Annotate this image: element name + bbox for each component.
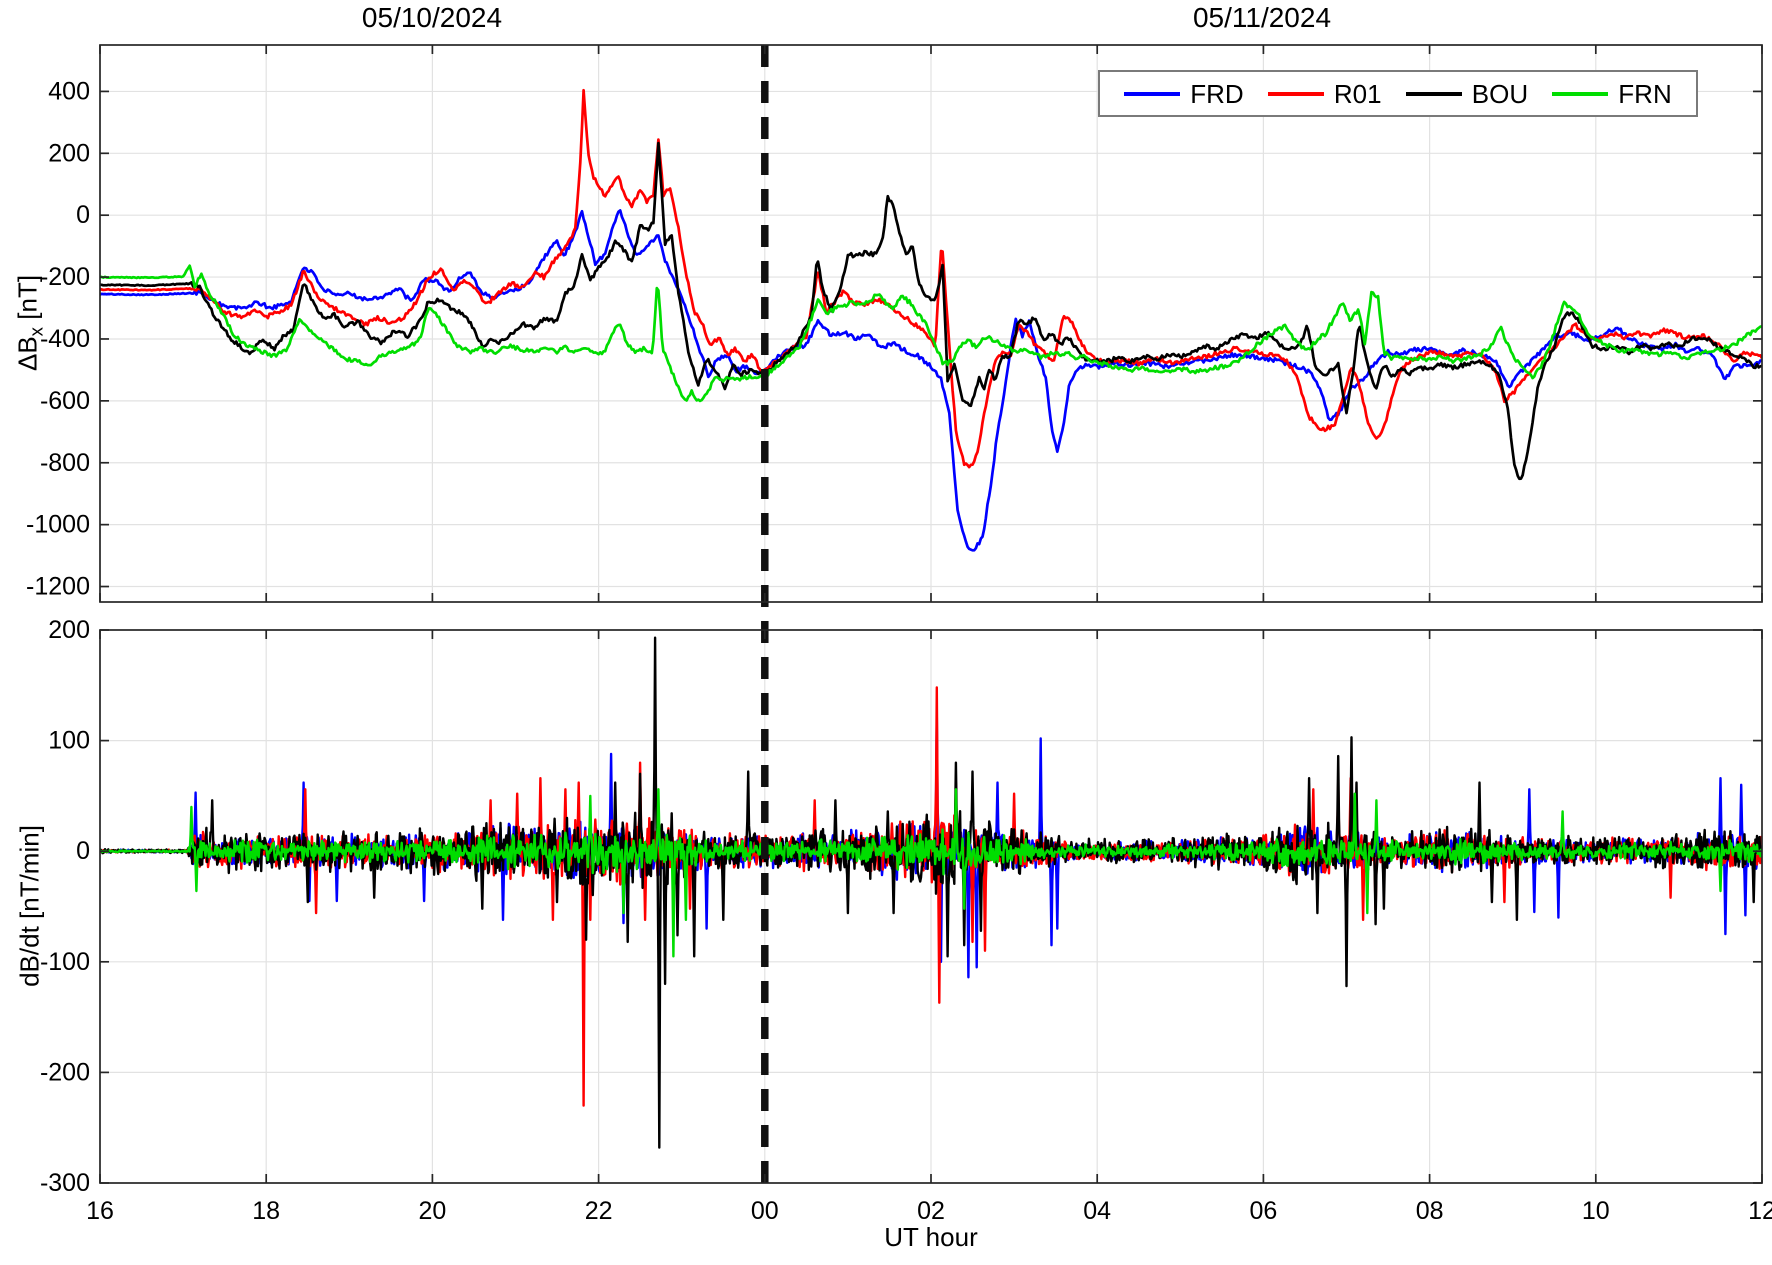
- legend-box: FRD R01 BOU FRN: [1098, 70, 1698, 117]
- y-tick-label-dbx--1000: -1000: [26, 511, 90, 539]
- legend-label-R01: R01: [1333, 78, 1382, 109]
- x-tick-label-10: 10: [1582, 1197, 1610, 1225]
- y-axis-label-dbx: ΔBx [nT]: [12, 275, 47, 371]
- ylabel-dbx-suffix: [nT]: [12, 274, 43, 327]
- x-tick-label-08: 08: [1416, 1197, 1444, 1225]
- x-axis-label: UT hour: [884, 1222, 978, 1252]
- x-tick-label-02: 02: [917, 1197, 945, 1225]
- gridlines: [99, 45, 1763, 1184]
- date-label-right: 05/11/2024: [1192, 2, 1332, 33]
- x-tick-label-20: 20: [418, 1197, 446, 1225]
- legend-line-sample-BOU: [1405, 91, 1462, 96]
- x-tick-label-18: 18: [252, 1197, 280, 1225]
- x-tick-label-04: 04: [1083, 1197, 1111, 1225]
- panel-dbdt-series: [100, 636, 1762, 1149]
- y-tick-label-dbx-400: 400: [48, 77, 90, 105]
- series-line-dbx-BOU: [100, 141, 1762, 481]
- y-tick-label-dbx--1200: -1200: [26, 573, 90, 601]
- y-tick-label-dbdt-200: 200: [48, 616, 90, 644]
- series-line-dbx-FRD: [100, 209, 1762, 552]
- x-tick-label-00: 00: [751, 1197, 779, 1225]
- ylabel-dbx-sub: x: [25, 326, 47, 337]
- x-tick-label-22: 22: [585, 1197, 613, 1225]
- panel-dbx-series: [100, 88, 1762, 552]
- series-line-dbx-FRN: [100, 264, 1762, 403]
- ylabel-dbdt-text: dB/dt [nT/min]: [14, 825, 45, 987]
- y-tick-label-dbdt--100: -100: [40, 948, 90, 976]
- x-tick-label-16: 16: [86, 1197, 114, 1225]
- x-tick-label-06: 06: [1249, 1197, 1277, 1225]
- y-tick-label-dbdt-100: 100: [48, 727, 90, 755]
- y-axis-label-dbdt: dB/dt [nT/min]: [15, 825, 46, 987]
- y-tick-label-dbx--400: -400: [40, 325, 90, 353]
- legend-label-BOU: BOU: [1471, 78, 1529, 109]
- y-tick-label-dbx--200: -200: [40, 263, 90, 291]
- legend-line-sample-FRD: [1124, 91, 1181, 96]
- y-tick-label-dbx--800: -800: [40, 449, 90, 477]
- legend-entry-BOU: BOU: [1405, 78, 1529, 109]
- y-tick-label-dbdt-0: 0: [76, 837, 90, 865]
- y-tick-label-dbdt--200: -200: [40, 1058, 90, 1086]
- legend-entry-FRN: FRN: [1552, 78, 1672, 109]
- y-tick-label-dbx-0: 0: [76, 201, 90, 229]
- y-tick-label-dbx--600: -600: [40, 387, 90, 415]
- legend-line-sample-FRN: [1552, 91, 1609, 96]
- y-tick-label-dbx-200: 200: [48, 139, 90, 167]
- legend-entry-R01: R01: [1267, 78, 1382, 109]
- y-tick-label-dbdt--300: -300: [40, 1169, 90, 1197]
- date-label-left: 05/10/2024: [361, 2, 503, 33]
- legend-label-FRN: FRN: [1618, 78, 1672, 109]
- x-tick-label-12: 12: [1748, 1197, 1772, 1225]
- legend-line-sample-R01: [1267, 91, 1324, 96]
- legend-label-FRD: FRD: [1190, 78, 1244, 109]
- series-line-dbdt-FRN: [100, 788, 1762, 958]
- legend-entry-FRD: FRD: [1124, 78, 1244, 109]
- ylabel-dbx-prefix: ΔB: [12, 336, 43, 372]
- series-line-dbx-R01: [100, 88, 1762, 469]
